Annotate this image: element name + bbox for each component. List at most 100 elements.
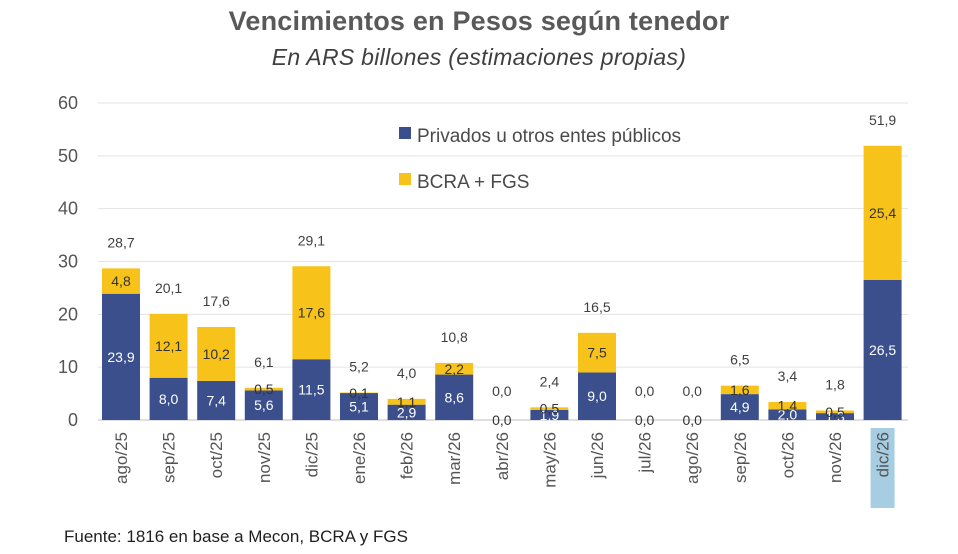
total-label: 0,0	[492, 383, 512, 399]
total-label: 20,1	[155, 280, 182, 296]
y-tick-label: 0	[68, 410, 78, 430]
bar-bcra-fgs	[768, 402, 807, 410]
bar-privados	[149, 377, 188, 420]
bar-privados	[197, 380, 236, 420]
x-tick-label: feb/26	[398, 432, 417, 479]
bar-privados	[816, 413, 854, 420]
y-tick-label: 20	[58, 304, 78, 324]
data-label-privados: 2,0	[778, 407, 798, 423]
bar-privados	[768, 409, 807, 420]
data-label-bcra-fgs: 2,2	[444, 361, 464, 377]
x-tick-label: ene/26	[350, 432, 369, 484]
bar-privados	[435, 374, 474, 420]
x-tick-label: nov/25	[255, 432, 274, 483]
chart-title: Vencimientos en Pesos según tenedor	[228, 6, 730, 36]
data-label-privados: 0,0	[635, 412, 655, 428]
x-tick-label: abr/26	[493, 432, 512, 480]
x-axis-ticks: ago/25 sep/25 oct/25 nov/25 dic/25 ene/26 feb/…	[112, 432, 893, 488]
x-tick-label: mar/26	[445, 432, 464, 485]
data-label-privados: 23,9	[107, 349, 134, 365]
bar-privados	[530, 409, 569, 420]
y-tick-label: 30	[58, 252, 78, 272]
data-label-privados: 8,0	[159, 391, 179, 407]
bar-bcra-fgs	[578, 332, 616, 373]
total-label: 10,8	[441, 329, 468, 345]
y-tick-label: 40	[58, 199, 78, 219]
data-labels: 23,94,828,78,012,120,17,410,217,65,60,56…	[107, 112, 896, 428]
data-label-privados: 26,5	[869, 342, 896, 358]
data-label-privados: 1,3	[825, 409, 845, 425]
data-label-bcra-fgs: 0,5	[540, 401, 560, 417]
bar-bcra-fgs	[149, 313, 188, 378]
bar-privados	[102, 293, 140, 420]
x-tick-label: nov/26	[826, 432, 845, 483]
data-label-privados: 4,9	[730, 399, 750, 415]
data-label-bcra-fgs: 0,5	[254, 381, 274, 397]
bar-privados	[863, 279, 902, 420]
total-label: 1,8	[825, 376, 845, 392]
data-label-privados: 5,6	[254, 397, 274, 413]
data-label-bcra-fgs: 10,2	[203, 346, 230, 362]
bar-bcra-fgs	[816, 410, 854, 414]
data-label-privados: 5,1	[349, 399, 369, 415]
bar-privados	[340, 393, 378, 420]
total-label: 2,4	[540, 373, 560, 389]
x-tick-label: ago/25	[112, 432, 131, 484]
data-label-bcra-fgs: 1,4	[778, 398, 798, 414]
total-label: 51,9	[869, 112, 896, 128]
data-label-bcra-fgs: 25,4	[869, 205, 896, 221]
data-label-privados: 7,4	[206, 392, 226, 408]
y-tick-label: 50	[58, 146, 78, 166]
bar-bcra-fgs	[340, 392, 378, 394]
data-label-privados: 0,0	[492, 412, 512, 428]
bar-bcra-fgs	[720, 385, 759, 395]
total-label: 0,0	[635, 383, 655, 399]
data-label-privados: 11,5	[298, 382, 324, 398]
data-label-bcra-fgs: 0,1	[349, 385, 369, 401]
x-tick-label: sep/26	[731, 432, 750, 483]
total-label: 29,1	[298, 232, 325, 248]
bar-privados	[244, 390, 283, 420]
bar-bcra-fgs	[863, 145, 902, 280]
bar-bcra-fgs	[102, 268, 140, 294]
x-tick-label: jun/26	[588, 432, 607, 479]
legend-label-privados: Privados u otros entes públicos	[417, 126, 681, 147]
bar-bcra-fgs	[244, 387, 283, 391]
bar-bcra-fgs	[530, 407, 569, 410]
bar-bcra-fgs	[197, 327, 236, 381]
total-label: 5,2	[349, 359, 369, 375]
bars	[102, 145, 902, 420]
data-label-bcra-fgs: 17,6	[298, 305, 325, 321]
total-label: 16,5	[583, 299, 610, 315]
data-label-bcra-fgs: 1,6	[730, 382, 750, 398]
x-tick-label: ago/26	[683, 432, 702, 484]
x-tick-label: jul/26	[636, 432, 655, 474]
total-label: 28,7	[107, 234, 134, 250]
x-tick-label: oct/26	[778, 432, 797, 478]
x-tick-label: dic/26	[874, 432, 893, 477]
bar-privados	[720, 394, 759, 420]
bar-privados	[387, 404, 426, 420]
bar-privados	[292, 359, 331, 420]
data-label-privados: 8,6	[444, 389, 464, 405]
total-label: 4,0	[397, 365, 417, 381]
data-label-privados: 2,9	[397, 404, 417, 420]
y-axis-ticks: 0 10 20 30 40 50 60	[58, 93, 78, 430]
bar-privados	[578, 372, 616, 420]
source-note: Fuente: 1816 en base a Mecon, BCRA y FGS	[64, 527, 408, 546]
data-label-bcra-fgs: 0,5	[825, 404, 845, 420]
x-tick-label: may/26	[540, 432, 559, 488]
legend-label-bcra-fgs: BCRA + FGS	[417, 172, 529, 193]
total-label: 0,0	[682, 383, 702, 399]
x-tick-label: oct/25	[207, 432, 226, 478]
bar-bcra-fgs	[435, 362, 474, 375]
legend-swatch-privados	[399, 127, 411, 139]
data-label-bcra-fgs: 12,1	[155, 338, 182, 354]
data-label-bcra-fgs: 4,8	[111, 273, 131, 289]
data-label-bcra-fgs: 1,1	[397, 394, 417, 410]
highlight-box	[870, 428, 895, 508]
total-label: 6,1	[254, 354, 274, 370]
total-label: 6,5	[730, 352, 750, 368]
legend-swatch-bcra-fgs	[399, 173, 411, 185]
